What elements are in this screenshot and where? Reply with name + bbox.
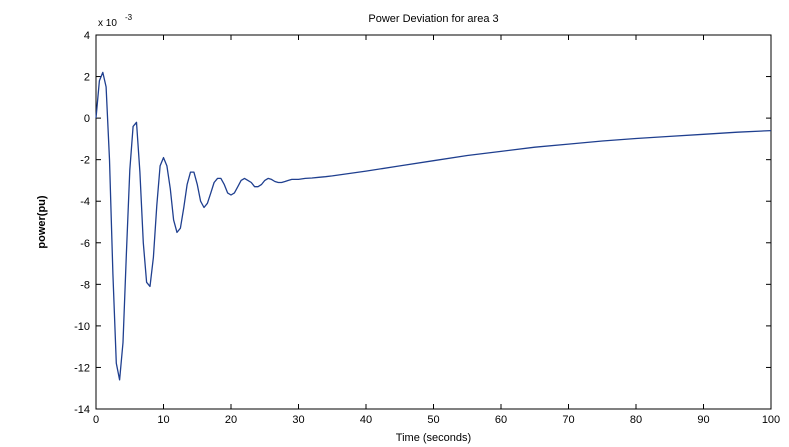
series-layer (95, 71, 772, 381)
y-tick-label: 0 (84, 113, 90, 125)
y-exponent-label: x 10 (98, 18, 117, 29)
y-tick-label: -6 (80, 238, 90, 250)
y-tick-label: 4 (84, 30, 90, 42)
x-tick-label: 10 (157, 414, 169, 426)
x-axis-label: Time (seconds) (396, 432, 471, 444)
y-tick-label: 2 (84, 72, 90, 84)
x-tick-label: 70 (562, 414, 574, 426)
y-tick-label: -10 (74, 321, 90, 333)
x-tick-label: 60 (495, 414, 507, 426)
plot-area (95, 34, 772, 410)
x-tick-label: 50 (427, 414, 439, 426)
x-tick-label: 30 (292, 414, 304, 426)
chart-title: Power Deviation for area 3 (368, 13, 498, 25)
y-tick-label: -12 (74, 362, 90, 374)
y-exponent-power: -3 (125, 13, 133, 22)
x-tick-label: 20 (225, 414, 237, 426)
x-tick-label: 80 (630, 414, 642, 426)
x-tick-label: 40 (360, 414, 372, 426)
y-tick-label: -2 (80, 155, 90, 167)
x-axis: 0 10 20 30 40 50 60 70 80 90 100 (93, 35, 780, 426)
x-tick-label: 0 (93, 414, 99, 426)
series-line (95, 71, 772, 381)
y-tick-label: -14 (74, 404, 90, 416)
y-tick-label: -8 (80, 279, 90, 291)
y-tick-label: -4 (80, 196, 90, 208)
x-tick-label: 100 (762, 414, 780, 426)
y-axis: -14 -12 -10 -8 -6 -4 -2 0 2 4 (74, 30, 771, 416)
x-tick-label: 90 (697, 414, 709, 426)
y-axis-label: power(pu) (36, 195, 48, 248)
